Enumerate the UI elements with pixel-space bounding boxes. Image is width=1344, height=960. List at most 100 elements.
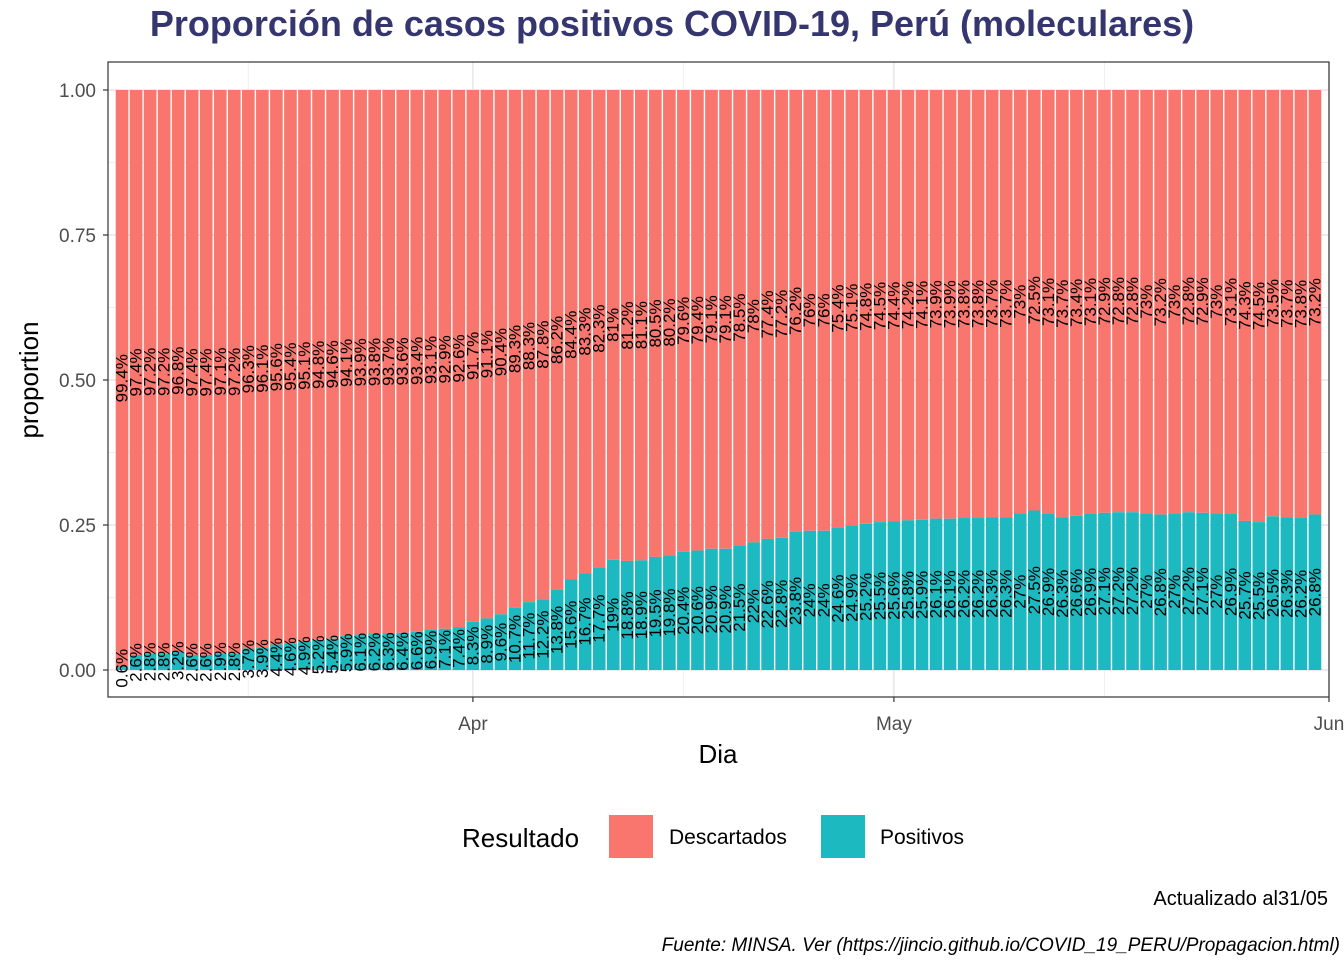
bar-positivos	[1308, 514, 1322, 670]
bar-descartados	[326, 90, 339, 639]
bar-label-descartados: 73.7%	[997, 280, 1016, 328]
bar-positivos	[480, 618, 494, 670]
bar-positivos	[719, 548, 732, 670]
bar-positivos	[578, 573, 592, 670]
bar-label-positivos: 19%	[604, 598, 623, 632]
bar-label-positivos: 11.7%	[520, 613, 539, 660]
bar-label-descartados: 96.1%	[253, 345, 272, 393]
bar-label-positivos: 25.2%	[856, 573, 875, 621]
bar-positivos	[424, 629, 438, 670]
bar-label-descartados: 95.4%	[281, 343, 300, 391]
bar-positivos	[312, 639, 325, 670]
bar-positivos	[410, 631, 424, 670]
bar-descartados	[733, 90, 746, 546]
bar-descartados	[1252, 90, 1266, 523]
bar-label-descartados: 93.9%	[351, 338, 370, 386]
bar-descartados	[298, 90, 311, 642]
bar-descartados	[1084, 90, 1097, 514]
y-tick-label: 0.75	[59, 226, 96, 247]
bar-descartados	[1126, 90, 1139, 513]
bar-label-positivos: 0.6%	[113, 649, 132, 688]
bar-label-descartados: 97.4%	[183, 348, 202, 396]
bar-labels: 0.6% 99.4% 2.6% 97.4% 2.8% 97.2% 2.8% 97.2% 3.2%…	[113, 276, 1325, 687]
bar-label-positivos: 25.8%	[898, 571, 917, 619]
bar-descartados	[368, 90, 381, 635]
bar-label-positivos: 5.9%	[337, 634, 356, 673]
bar-descartados	[270, 90, 283, 645]
legend: Resultado Descartados Positivos	[462, 815, 964, 858]
bar-label-positivos: 27%	[1165, 575, 1184, 609]
bar-positivos	[592, 567, 606, 670]
bar-label-descartados: 97.4%	[127, 348, 146, 396]
bar-label-positivos: 26.6%	[1067, 569, 1086, 617]
bar-positivos	[1140, 513, 1153, 670]
bar-label-descartados: 74.1%	[913, 281, 932, 329]
legend-swatch-positivos	[821, 815, 865, 858]
bar-positivos	[213, 653, 227, 670]
bar-label-positivos: 24.9%	[842, 574, 861, 622]
bar-label-descartados: 94.6%	[323, 340, 342, 388]
bar-label-positivos: 26.8%	[1305, 568, 1324, 616]
bar-label-positivos: 27.1%	[1095, 567, 1114, 615]
bar-label-descartados: 89.3%	[506, 325, 525, 373]
bar-label-descartados: 81%	[604, 308, 623, 342]
bar-descartados	[1238, 90, 1252, 521]
bar-label-descartados: 97.2%	[141, 348, 160, 396]
bar-label-descartados: 81.1%	[632, 301, 651, 349]
bar-label-positivos: 25.7%	[1235, 571, 1254, 619]
bar-descartados	[943, 90, 957, 519]
bar-label-descartados: 84.4%	[562, 311, 581, 359]
bar-label-descartados: 73.1%	[1081, 278, 1100, 326]
bar-label-descartados: 74.5%	[870, 282, 889, 330]
bar-label-positivos: 13.8%	[548, 606, 567, 654]
bar-label-positivos: 12.2%	[534, 611, 553, 659]
bar-label-descartados: 76.2%	[786, 287, 805, 335]
bar-positivos	[129, 654, 143, 670]
bar-positivos	[396, 632, 410, 670]
bar-label-descartados: 79.1%	[702, 295, 721, 343]
x-tick-label: Apr	[458, 714, 488, 735]
bar-positivos	[340, 635, 353, 670]
bar-positivos	[115, 666, 129, 670]
bar-label-positivos: 7.4%	[449, 629, 468, 668]
bar-descartados	[1168, 90, 1181, 514]
bar-descartados	[1070, 90, 1083, 516]
bar-positivos	[185, 654, 199, 670]
x-tick-label: Jun	[1314, 714, 1344, 735]
bar-descartados	[649, 90, 662, 557]
bar-label-positivos: 2.6%	[183, 643, 202, 682]
bar-positivos	[1013, 513, 1027, 670]
bar-positivos	[817, 530, 831, 670]
bar-descartados	[957, 90, 971, 519]
bar-label-descartados: 77.2%	[772, 290, 791, 338]
bar-label-positivos: 27.1%	[1193, 567, 1212, 615]
bar-label-descartados: 73.5%	[1263, 279, 1282, 327]
bar-label-positivos: 6.4%	[393, 632, 412, 671]
bar-positivos	[803, 530, 817, 670]
bar-label-positivos: 24.6%	[828, 575, 847, 623]
bar-descartados	[873, 90, 887, 523]
bar-label-positivos: 21.5%	[730, 584, 749, 632]
bar-descartados	[606, 90, 620, 560]
bar-label-descartados: 93.7%	[379, 338, 398, 386]
bar-label-descartados: 73.7%	[983, 280, 1002, 328]
bar-label-positivos: 19.8%	[660, 588, 679, 636]
bar-label-descartados: 90.4%	[491, 328, 510, 376]
bar-label-descartados: 74.4%	[884, 282, 903, 330]
bar-descartados	[578, 90, 592, 574]
bar-descartados	[719, 90, 732, 549]
bar-positivos	[1266, 516, 1280, 670]
bar-positivos	[1252, 522, 1266, 670]
bar-label-positivos: 16.7%	[576, 597, 595, 645]
bar-descartados	[1210, 90, 1224, 514]
bar-descartados	[999, 90, 1013, 518]
bar-positivos	[845, 525, 859, 670]
bar-positivos	[957, 518, 971, 670]
bar-descartados	[312, 90, 325, 640]
bar-label-positivos: 27.2%	[1109, 567, 1128, 615]
bar-positivos	[157, 653, 171, 670]
bar-descartados	[536, 90, 550, 600]
bar-label-positivos: 22.6%	[758, 580, 777, 628]
bar-positivos	[873, 522, 887, 670]
